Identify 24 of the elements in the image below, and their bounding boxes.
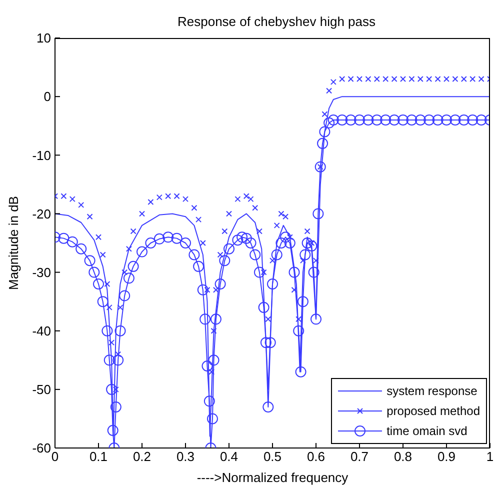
x-tick-label: 0.4 (220, 449, 238, 464)
y-tick-label: 10 (36, 30, 51, 46)
x-tick-label: 0.1 (89, 449, 108, 464)
y-tick-label: -10 (32, 148, 51, 163)
legend-label: proposed method (386, 404, 480, 418)
x-tick-label: 1 (486, 449, 494, 464)
x-tick-label: 0.5 (263, 449, 282, 464)
y-tick-label: -40 (32, 323, 51, 338)
x-tick-label: 0.8 (394, 449, 412, 464)
y-tick-label: 0 (44, 89, 51, 104)
legend-label: system response (386, 384, 478, 398)
y-tick-label: -20 (32, 206, 51, 222)
y-axis-title: Magnitude in dB (6, 196, 22, 290)
y-tick-label: -50 (32, 382, 51, 398)
x-tick-label: 0.9 (437, 449, 456, 464)
chart-title: Response of chebyshev high pass (176, 14, 376, 29)
x-tick-label: 0.3 (176, 449, 195, 464)
x-tick-label: 0.7 (350, 449, 369, 464)
legend-label: time omain svd (386, 424, 468, 438)
y-tick-label: -30 (32, 264, 51, 280)
x-tick-label: 0.6 (306, 449, 326, 464)
x-axis-title: ---->Normalized frequency (196, 470, 349, 485)
y-tick-label: -60 (32, 440, 51, 456)
x-tick-label: 0.2 (132, 449, 152, 464)
